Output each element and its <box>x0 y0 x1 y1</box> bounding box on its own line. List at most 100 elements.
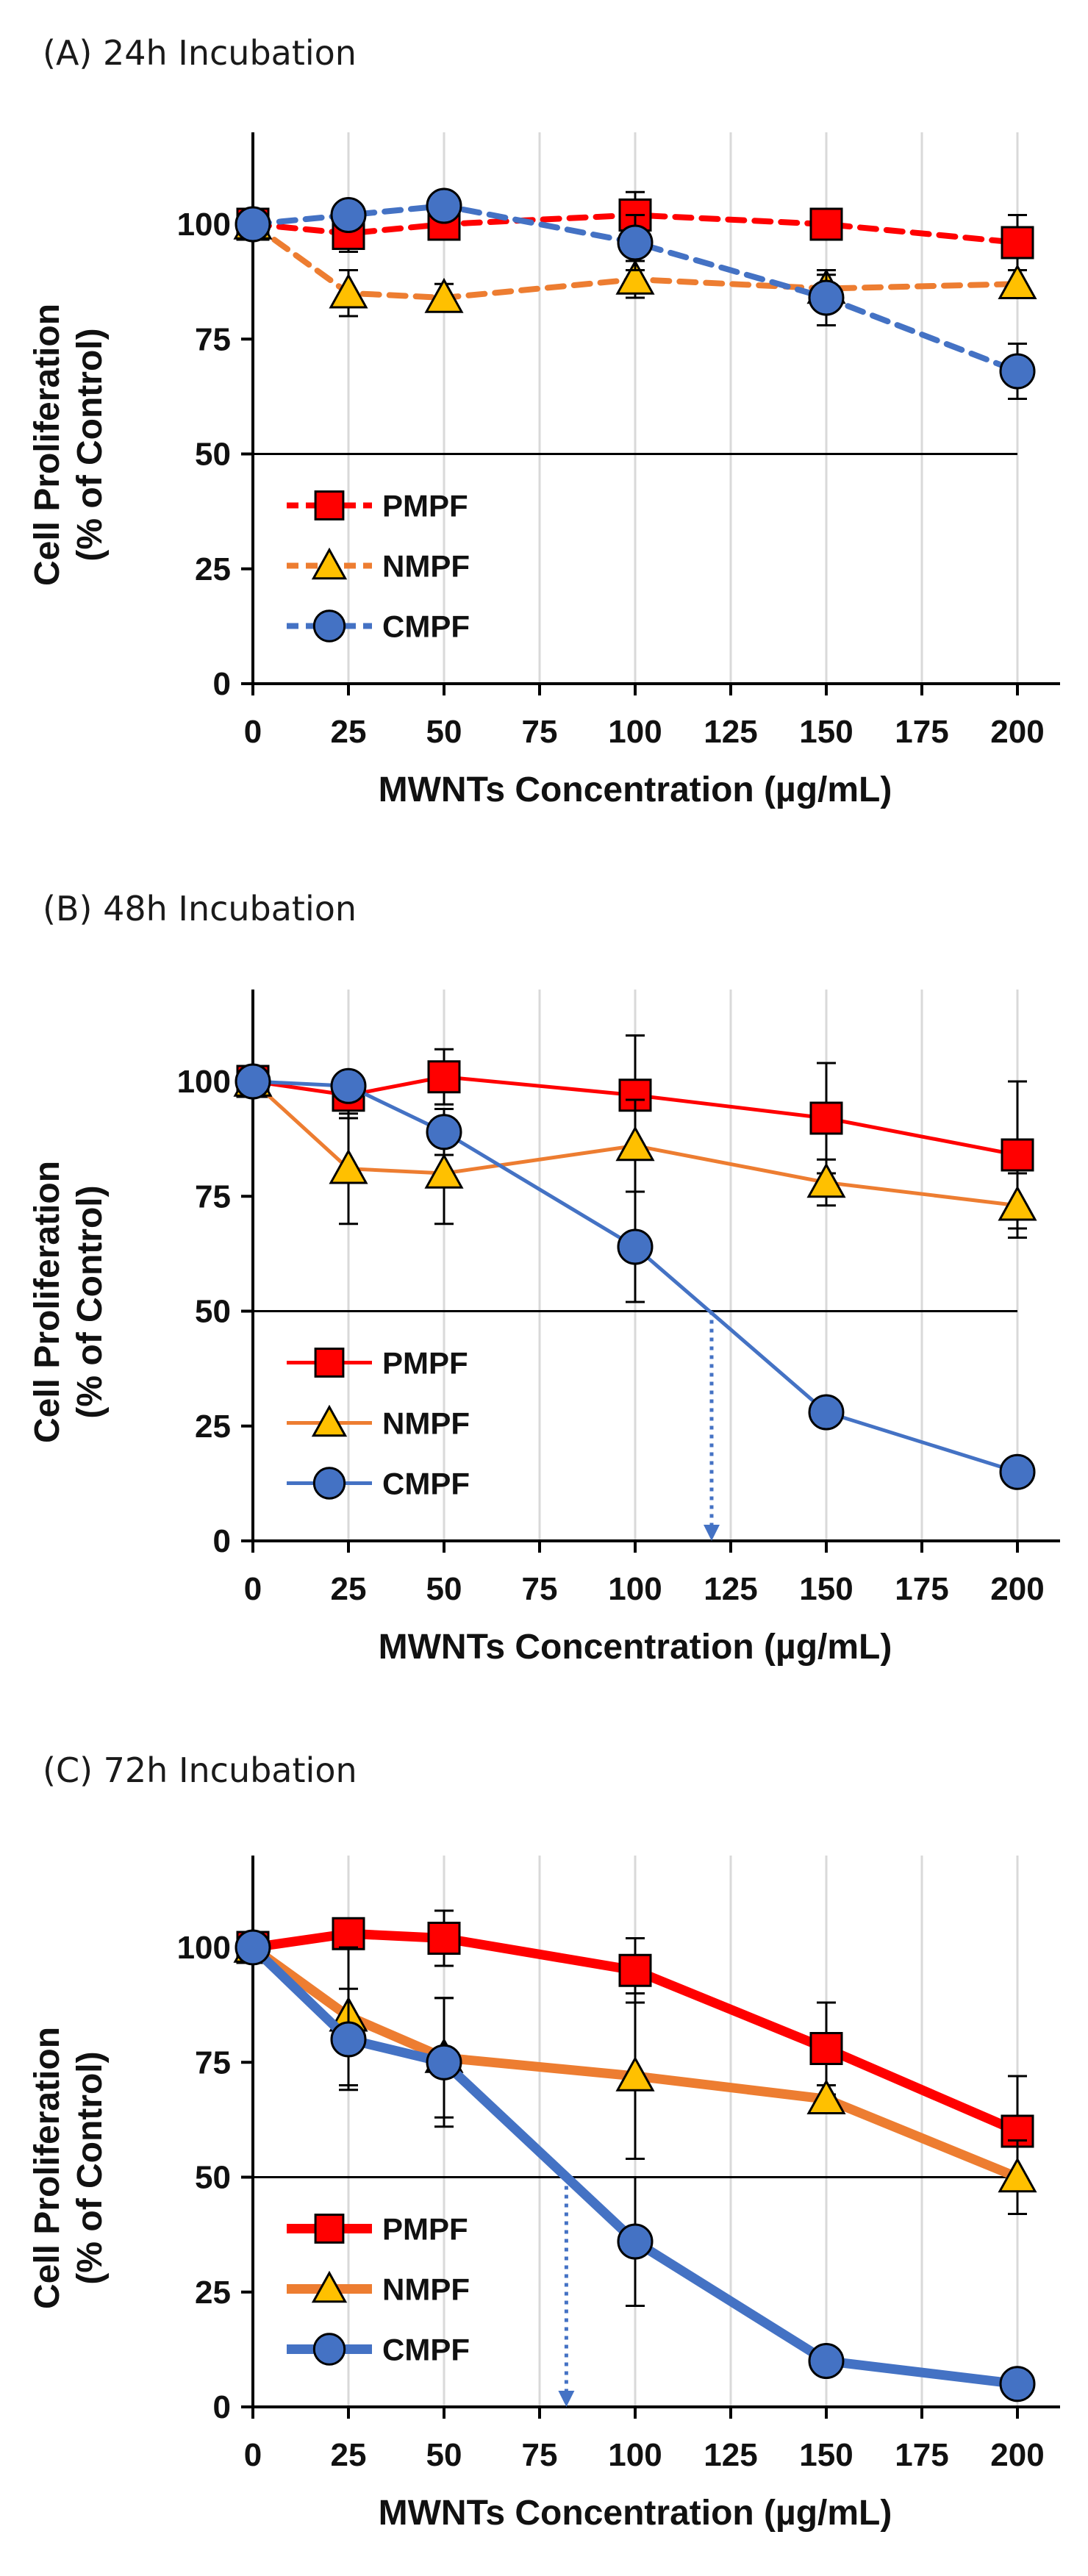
data-point-nmpf-100 <box>615 2056 655 2092</box>
x-tick-label-5: 125 <box>704 1571 757 1607</box>
chart-panel-2: (B) 48h Incubation 0 25 50 75 100 0 25 50 75 100 12… <box>28 889 1060 1667</box>
x-tick-label-1: 25 <box>331 1571 367 1607</box>
y-axis-title-line-1: Cell Proliferation <box>28 304 67 586</box>
x-tick-label-2: 50 <box>426 714 462 750</box>
y-axis-title-line-1: Cell Proliferation <box>28 2027 67 2309</box>
x-axis-title: MWNTs Concentration (µg/mL) <box>379 1628 892 1667</box>
legend-marker-cmpf <box>312 2333 346 2366</box>
x-tick-label-4: 100 <box>608 1571 662 1607</box>
legend-marker-pmpf <box>314 1348 345 1378</box>
y-tick-label-1: 25 <box>195 2275 231 2311</box>
data-point-nmpf-200 <box>998 1185 1037 1221</box>
legend-label-pmpf: PMPF <box>382 2212 468 2247</box>
legend-marker-pmpf <box>314 490 345 520</box>
x-tick-label-2: 50 <box>426 1571 462 1607</box>
legend-marker-nmpf <box>311 2270 348 2303</box>
series-line-cmpf <box>248 1942 1023 2389</box>
data-point-cmpf-100 <box>617 224 654 261</box>
data-point-pmpf-150 <box>809 207 843 241</box>
data-point-pmpf-150 <box>809 1101 843 1135</box>
x-tick-label-4: 100 <box>608 2437 662 2473</box>
legend-label-cmpf: CMPF <box>382 1467 470 1501</box>
x-tick-label-2: 50 <box>426 2437 462 2473</box>
y-tick-label-1: 25 <box>195 551 231 587</box>
x-tick-label-7: 175 <box>895 714 948 750</box>
data-point-pmpf-50 <box>427 1922 461 1955</box>
data-point-cmpf-150 <box>808 279 845 316</box>
data-point-cmpf-200 <box>999 1453 1036 1490</box>
data-point-nmpf-25 <box>329 273 368 309</box>
x-axis-title: MWNTs Concentration (µg/mL) <box>379 2494 892 2533</box>
data-point-pmpf-200 <box>1001 226 1034 260</box>
data-point-nmpf-150 <box>806 1162 846 1198</box>
y-tick-label-3: 75 <box>195 321 231 357</box>
y-tick-label-0: 0 <box>213 666 231 702</box>
x-tick-label-3: 75 <box>522 1571 558 1607</box>
x-tick-label-6: 150 <box>799 2437 853 2473</box>
panel-title: (B) 48h Incubation <box>43 889 357 929</box>
y-axis-title-line-1: Cell Proliferation <box>28 1161 67 1443</box>
legend-label-cmpf: CMPF <box>382 2333 470 2367</box>
y-axis-title-line-2: (% of Control) <box>71 328 110 561</box>
x-tick-label-4: 100 <box>608 714 662 750</box>
legend-marker-pmpf <box>314 2214 345 2244</box>
data-point-cmpf-25 <box>330 197 367 233</box>
x-tick-label-6: 150 <box>799 1571 853 1607</box>
data-point-cmpf-50 <box>426 1114 462 1151</box>
y-axis-title-line-2: (% of Control) <box>71 2051 110 2284</box>
x-tick-label-8: 200 <box>990 714 1044 750</box>
y-tick-label-0: 0 <box>213 2389 231 2425</box>
x-tick-label-0: 0 <box>244 2437 262 2473</box>
x-tick-label-7: 175 <box>895 2437 948 2473</box>
legend-label-pmpf: PMPF <box>382 489 468 523</box>
x-tick-label-0: 0 <box>244 1571 262 1607</box>
x-tick-label-3: 75 <box>522 714 558 750</box>
x-tick-label-1: 25 <box>331 714 367 750</box>
data-point-cmpf-150 <box>808 1394 845 1431</box>
x-tick-label-6: 150 <box>799 714 853 750</box>
series-cmpf <box>235 187 1036 400</box>
data-point-nmpf-150 <box>806 2079 846 2114</box>
y-tick-label-4: 100 <box>177 1930 231 1966</box>
data-point-nmpf-25 <box>329 1148 368 1184</box>
data-point-cmpf-25 <box>330 2021 367 2058</box>
x-tick-label-5: 125 <box>704 714 757 750</box>
legend-marker-cmpf <box>312 609 346 643</box>
legend: PMPF NMPF CMPF <box>287 489 470 644</box>
x-tick-label-3: 75 <box>522 2437 558 2473</box>
series-cmpf <box>235 1063 1036 1490</box>
data-point-pmpf-150 <box>809 2032 843 2065</box>
legend-marker-nmpf <box>311 547 348 580</box>
ic50-arrow-head <box>558 2391 575 2407</box>
data-point-nmpf-50 <box>424 277 464 313</box>
data-point-cmpf-50 <box>426 2044 462 2081</box>
chart-panel-1: (A) 24h Incubation 0 25 50 75 100 0 25 50 75 100 12… <box>28 33 1060 809</box>
y-tick-label-1: 25 <box>195 1409 231 1445</box>
legend-label-pmpf: PMPF <box>382 1346 468 1381</box>
legend-label-nmpf: NMPF <box>382 549 470 584</box>
data-point-cmpf-100 <box>617 1228 654 1265</box>
x-tick-label-8: 200 <box>990 1571 1044 1607</box>
data-point-nmpf-200 <box>998 264 1037 299</box>
x-axis-title: MWNTs Concentration (µg/mL) <box>379 770 892 809</box>
series-pmpf <box>236 1909 1034 2188</box>
y-tick-label-2: 50 <box>195 1294 231 1330</box>
y-tick-label-4: 100 <box>177 1064 231 1100</box>
legend-label-cmpf: CMPF <box>382 609 470 644</box>
series-line-nmpf <box>250 221 1020 301</box>
data-point-pmpf-200 <box>1001 1138 1034 1172</box>
panel-title: (A) 24h Incubation <box>43 33 357 73</box>
panel-title: (C) 72h Incubation <box>43 1750 357 1790</box>
data-point-cmpf-50 <box>426 187 462 224</box>
y-tick-label-0: 0 <box>213 1523 231 1559</box>
x-tick-label-0: 0 <box>244 714 262 750</box>
data-point-pmpf-50 <box>427 1060 461 1094</box>
series-cmpf <box>235 1929 1036 2403</box>
y-axis-title-line-2: (% of Control) <box>71 1185 110 1418</box>
series-line-nmpf <box>248 1942 1023 2182</box>
series-line-nmpf <box>251 1079 1020 1208</box>
x-tick-label-7: 175 <box>895 1571 948 1607</box>
x-tick-label-8: 200 <box>990 2437 1044 2473</box>
data-point-nmpf-100 <box>615 1126 655 1162</box>
